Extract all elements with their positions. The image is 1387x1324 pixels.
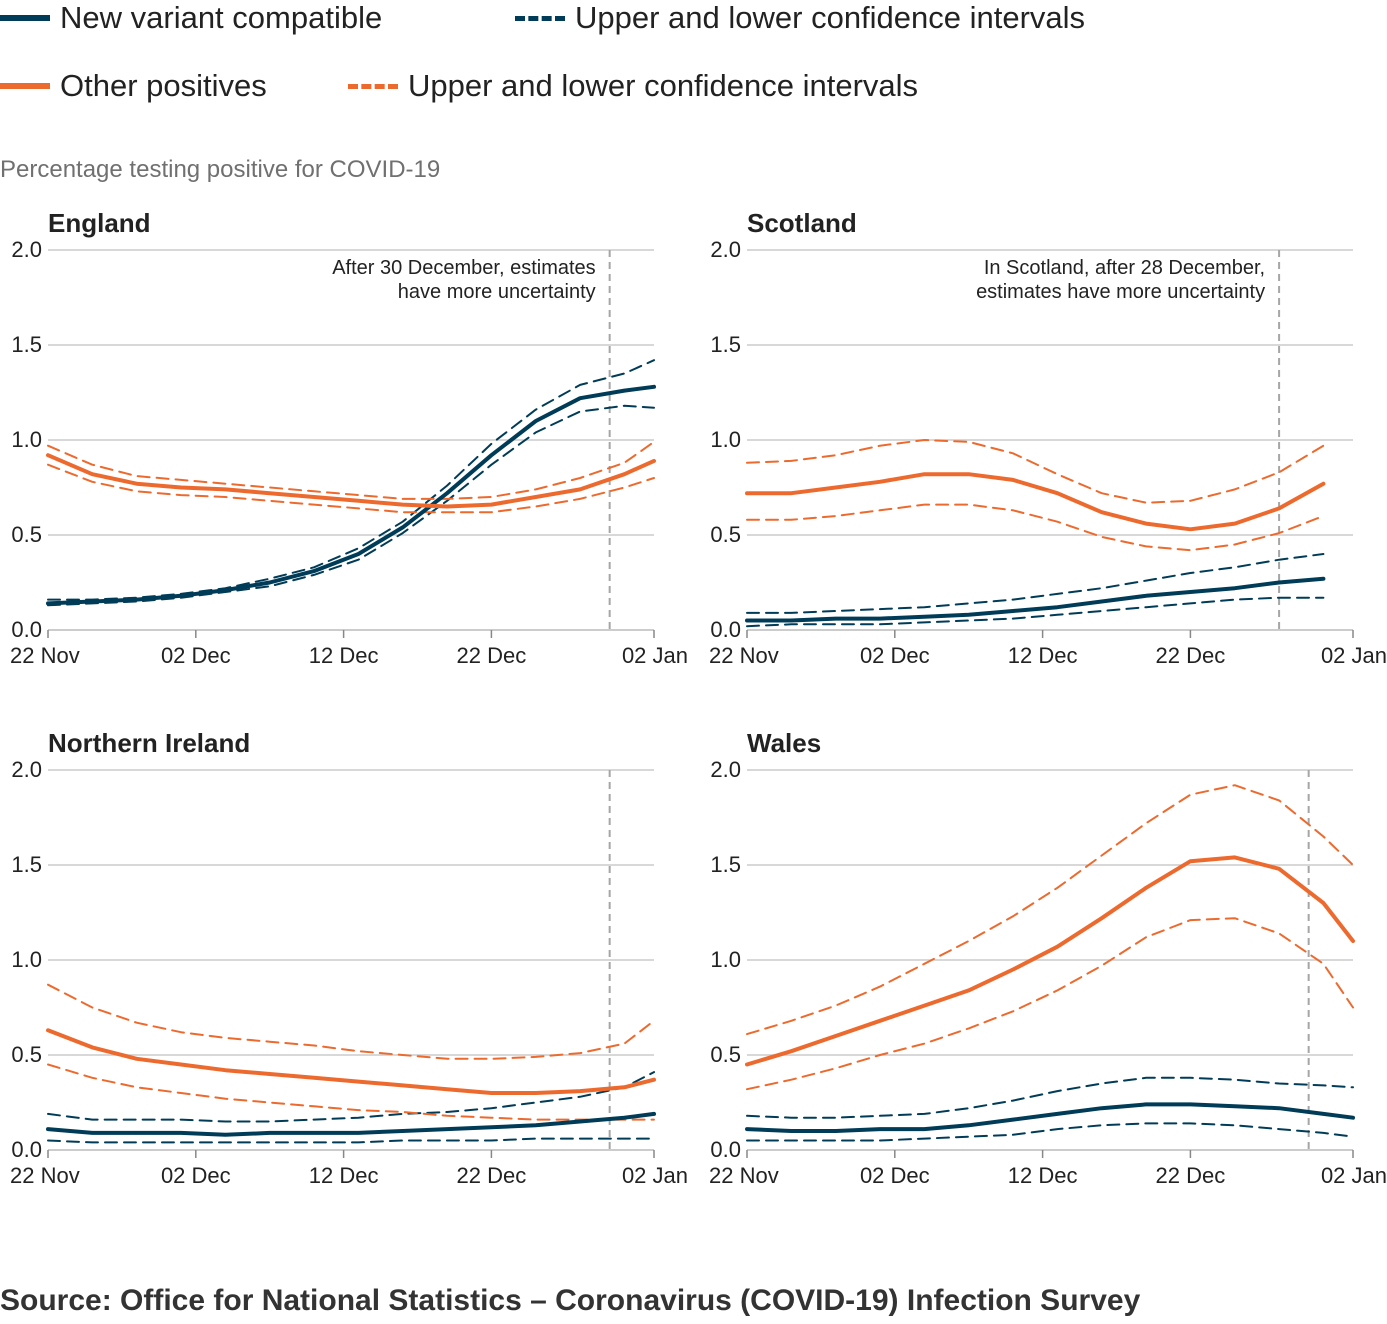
legend-swatch-solid-orange	[0, 83, 50, 89]
new-variant-ci-line	[47, 1071, 655, 1123]
new-variant-line	[46, 1111, 656, 1137]
small-multiples-chart: England 0.0 0.5 1.0 1.5 2.0 22 Nov 02 Dec 12 Dec…	[10, 208, 1387, 1188]
chart-panel-wales: Wales 0.0 0.5 1.0 1.5 2.0 22 Nov 02 Dec 12 Dec 22…	[709, 728, 1387, 1188]
chart-panel-england: England 0.0 0.5 1.0 1.5 2.0 22 Nov 02 Dec 12 Dec…	[10, 208, 688, 668]
x-tick-label: 02 Dec	[860, 643, 930, 668]
other-positives-ci-line	[47, 1063, 655, 1121]
y-tick-label: 0.0	[710, 617, 741, 642]
x-tick-label: 22 Nov	[709, 1163, 779, 1188]
x-tick-label: 02 Dec	[860, 1163, 930, 1188]
x-tick-label: 12 Dec	[1008, 643, 1078, 668]
legend-label: Upper and lower confidence intervals	[408, 68, 919, 103]
other-positives-line	[46, 1028, 656, 1095]
y-tick-label: 2.0	[710, 237, 741, 262]
panel-title: Wales	[747, 728, 821, 758]
x-tick-label: 12 Dec	[309, 1163, 379, 1188]
x-tick-label: 02 Jan	[1321, 1163, 1387, 1188]
other-positives-ci-line	[47, 463, 655, 514]
x-tick-label: 22 Dec	[457, 1163, 527, 1188]
other-positives-ci-line	[746, 917, 1354, 1091]
y-tick-label: 1.0	[11, 427, 42, 452]
new-variant-ci-line	[746, 1122, 1354, 1142]
chart-panel-scotland: Scotland 0.0 0.5 1.0 1.5 2.0 22 Nov 02 Dec 12 De…	[709, 208, 1387, 668]
x-tick-label: 02 Jan	[1321, 643, 1387, 668]
x-tick-label: 12 Dec	[1008, 1163, 1078, 1188]
legend-item-other-positives-ci: Upper and lower confidence intervals	[348, 68, 918, 104]
y-tick-label: 1.5	[710, 332, 741, 357]
new-variant-line	[46, 384, 656, 606]
other-positives-ci-line	[746, 784, 1354, 1036]
chart-panel-northern-ireland: Northern Ireland 0.0 0.5 1.0 1.5 2.0 22 Nov 02 …	[10, 728, 688, 1188]
y-tick-label: 0.0	[11, 1137, 42, 1162]
legend: New variant compatible Upper and lower c…	[0, 0, 1387, 110]
x-tick-label: 12 Dec	[309, 643, 379, 668]
x-tick-label: 22 Nov	[10, 1163, 80, 1188]
legend-swatch-solid-navy	[0, 15, 50, 21]
annotation-line: have more uncertainty	[398, 281, 596, 303]
legend-label: Other positives	[60, 68, 267, 103]
y-tick-label: 1.5	[11, 852, 42, 877]
new-variant-line	[745, 1102, 1355, 1133]
new-variant-ci-line	[746, 1076, 1354, 1119]
other-positives-line	[745, 855, 1355, 1067]
x-tick-label: 22 Dec	[1156, 643, 1226, 668]
x-tick-label: 02 Dec	[161, 643, 231, 668]
x-tick-label: 02 Dec	[161, 1163, 231, 1188]
panel-title: England	[48, 208, 151, 238]
annotation-line: In Scotland, after 28 December,	[984, 257, 1265, 279]
panel-title: Northern Ireland	[48, 728, 250, 758]
x-tick-label: 22 Nov	[709, 643, 779, 668]
source-note: Source: Office for National Statistics –…	[0, 1284, 1141, 1317]
legend-item-new-variant: New variant compatible	[0, 0, 382, 36]
y-tick-label: 2.0	[710, 757, 741, 782]
x-tick-label: 22 Nov	[10, 643, 80, 668]
y-tick-label: 1.0	[710, 427, 741, 452]
y-tick-label: 0.0	[11, 617, 42, 642]
other-positives-ci-line	[47, 440, 655, 500]
y-tick-label: 1.5	[11, 332, 42, 357]
y-tick-label: 2.0	[11, 757, 42, 782]
y-tick-label: 0.5	[710, 1042, 741, 1067]
new-variant-line	[745, 576, 1326, 623]
annotation-line: After 30 December, estimates	[332, 257, 595, 279]
legend-swatch-dashed-navy	[515, 15, 565, 21]
y-tick-label: 0.5	[11, 522, 42, 547]
x-tick-label: 02 Jan	[622, 643, 688, 668]
new-variant-ci-line	[47, 404, 655, 607]
x-tick-label: 02 Jan	[622, 1163, 688, 1188]
y-tick-label: 1.5	[710, 852, 741, 877]
panel-title: Scotland	[747, 208, 857, 238]
x-tick-label: 22 Dec	[457, 643, 527, 668]
other-positives-ci-line	[746, 503, 1325, 552]
new-variant-ci-line	[746, 553, 1325, 614]
y-unit-label: Percentage testing positive for COVID-19	[0, 156, 441, 183]
legend-item-new-variant-ci: Upper and lower confidence intervals	[515, 0, 1085, 36]
other-positives-line	[745, 472, 1326, 532]
x-tick-label: 22 Dec	[1156, 1163, 1226, 1188]
other-positives-ci-line	[47, 983, 655, 1060]
y-tick-label: 0.0	[710, 1137, 741, 1162]
new-variant-ci-line	[47, 1137, 655, 1144]
y-tick-label: 1.0	[11, 947, 42, 972]
annotation-line: estimates have more uncertainty	[976, 281, 1265, 303]
y-tick-label: 0.5	[710, 522, 741, 547]
legend-label: Upper and lower confidence intervals	[575, 0, 1086, 35]
y-tick-label: 2.0	[11, 237, 42, 262]
y-tick-label: 1.0	[710, 947, 741, 972]
other-positives-ci-line	[746, 439, 1325, 504]
y-tick-label: 0.5	[11, 1042, 42, 1067]
legend-item-other-positives: Other positives	[0, 68, 267, 104]
legend-label: New variant compatible	[60, 0, 383, 35]
legend-swatch-dashed-orange	[348, 83, 398, 89]
other-positives-line	[46, 453, 656, 509]
new-variant-ci-line	[47, 359, 655, 601]
new-variant-ci-line	[746, 596, 1325, 628]
